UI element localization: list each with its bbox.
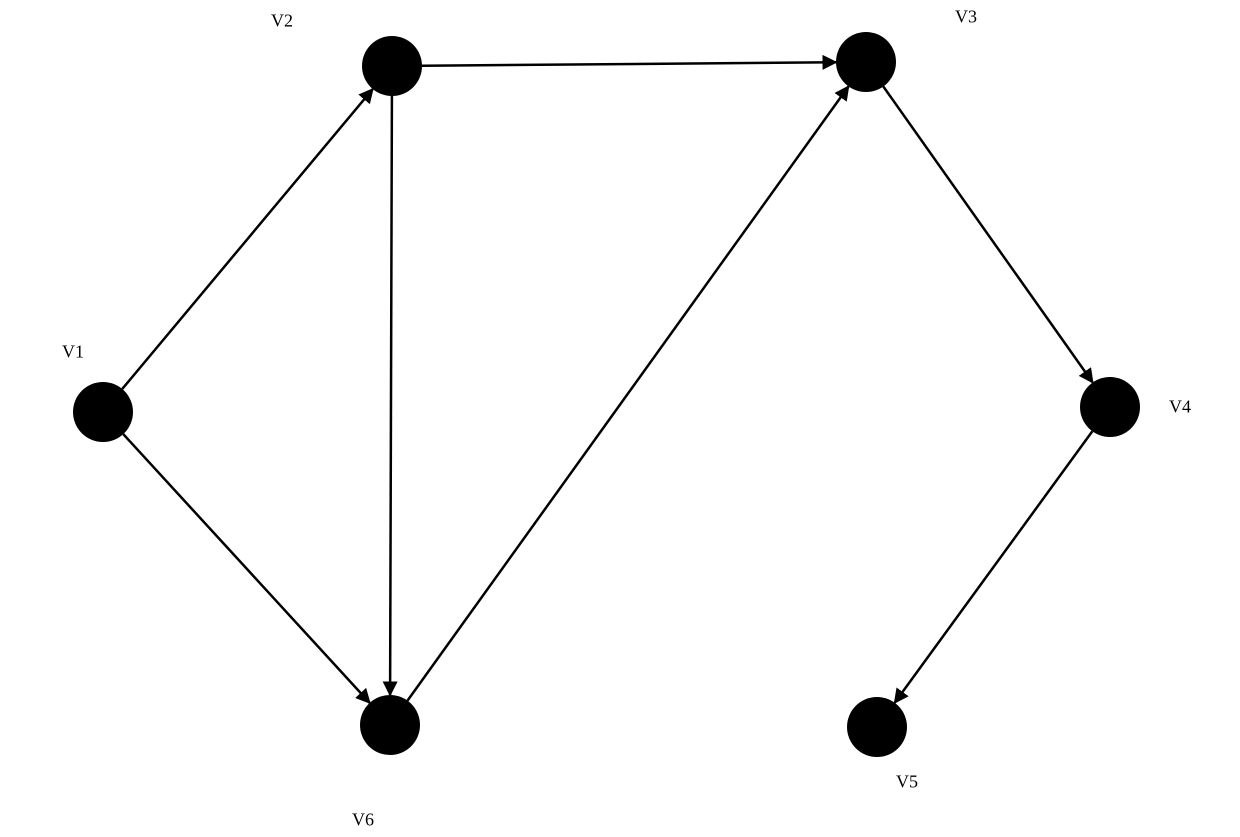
edge-V2-V6 [390,96,392,695]
edge-V1-V2 [122,89,373,389]
edge-V3-V4 [883,86,1092,382]
node-V1 [73,382,133,442]
edge-V6-V3 [407,86,848,700]
node-V4 [1080,377,1140,437]
edge-V4-V5 [895,431,1093,702]
edge-V1-V6 [123,434,369,703]
node-label-V5: V5 [896,772,918,793]
node-label-V4: V4 [1169,397,1191,418]
graph-diagram: V1 V2 V3 V4 V5 V6 [0,0,1240,837]
node-label-V1: V1 [62,342,84,363]
node-V5 [847,697,907,757]
edges-layer [0,0,1240,837]
node-label-V6: V6 [352,810,374,831]
node-V3 [836,32,896,92]
edge-V2-V3 [422,62,836,65]
node-label-V3: V3 [955,7,977,28]
node-label-V2: V2 [271,11,293,32]
node-V6 [360,695,420,755]
node-V2 [362,36,422,96]
